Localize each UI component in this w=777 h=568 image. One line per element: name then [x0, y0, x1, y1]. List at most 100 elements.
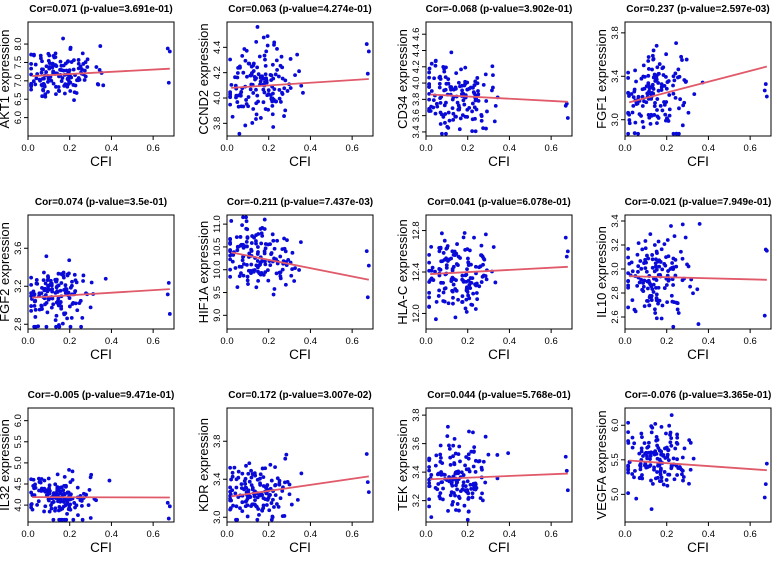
data-point — [675, 457, 679, 462]
data-point — [271, 238, 276, 243]
data-point — [234, 485, 239, 490]
data-point — [257, 54, 262, 59]
data-point — [237, 264, 242, 269]
data-point — [449, 279, 454, 284]
data-point — [443, 120, 447, 125]
plot-frame — [27, 21, 175, 137]
data-point — [441, 115, 446, 119]
data-point — [272, 256, 276, 261]
x-tick-label: 0.6 — [147, 336, 160, 347]
data-point — [463, 306, 468, 311]
data-point — [235, 244, 240, 249]
data-point — [62, 474, 67, 479]
data-point — [261, 484, 266, 488]
data-point — [665, 238, 670, 242]
regression-line — [430, 265, 568, 275]
data-point — [427, 85, 432, 89]
data-point — [673, 446, 678, 451]
data-point — [166, 516, 171, 521]
x-tick-label: 0.0 — [618, 143, 631, 154]
data-point — [667, 113, 672, 118]
data-point — [438, 110, 443, 115]
x-tick-label: 0.6 — [346, 529, 359, 540]
data-point — [61, 500, 66, 504]
data-point — [650, 84, 655, 89]
data-point — [671, 456, 676, 461]
data-point — [655, 437, 660, 442]
data-point — [630, 298, 635, 303]
data-point — [269, 252, 273, 257]
data-point — [632, 87, 637, 92]
data-point — [449, 85, 454, 89]
data-point — [441, 299, 446, 303]
data-point — [476, 98, 481, 103]
data-point — [34, 278, 39, 282]
data-point — [43, 504, 48, 509]
data-point — [33, 307, 38, 312]
data-point — [454, 278, 458, 283]
x-tick-label: 0.2 — [461, 143, 474, 154]
chart-panel-5: Cor=0.074 (p-value=3.5e-01) 0.0 0.2 0.4 0.6 2… — [0, 197, 175, 362]
data-point — [72, 272, 77, 277]
chart-title: Cor=-0.005 (p-value=9.471e-01) — [28, 390, 175, 401]
y-tick-label: 12.0 — [411, 304, 422, 323]
data-point — [669, 443, 674, 448]
data-point — [672, 234, 677, 239]
data-point — [60, 76, 65, 80]
data-point — [464, 310, 469, 314]
data-point — [249, 262, 254, 267]
data-point — [32, 303, 37, 308]
data-point — [42, 509, 46, 514]
data-point — [664, 86, 669, 91]
data-point — [289, 273, 294, 278]
y-tick-label: 9.5 — [212, 286, 223, 299]
data-point — [29, 62, 34, 66]
data-point — [467, 429, 471, 434]
chart-panel-7: Cor=0.041 (p-value=6.078e-01) 0.0 0.2 0.4 0.… — [395, 197, 573, 362]
data-point — [59, 281, 64, 285]
data-point — [655, 97, 660, 101]
data-point — [46, 476, 51, 481]
data-point — [675, 435, 680, 440]
data-point — [278, 270, 283, 275]
data-point — [72, 98, 76, 103]
x-tick-label: 0.4 — [304, 529, 317, 540]
data-point — [290, 250, 295, 255]
regression-line — [628, 65, 768, 104]
data-point — [243, 123, 248, 128]
data-point — [565, 116, 570, 120]
data-point — [451, 295, 455, 300]
data-point — [427, 477, 432, 482]
data-point — [80, 51, 85, 56]
x-tick-label: 0.2 — [63, 143, 76, 154]
data-point — [662, 261, 667, 266]
data-point — [471, 464, 476, 469]
data-point — [450, 267, 455, 271]
data-point — [235, 517, 240, 522]
data-point — [166, 80, 171, 85]
data-point — [50, 61, 55, 66]
data-point — [658, 466, 663, 471]
data-point — [427, 290, 432, 295]
data-point — [251, 91, 256, 95]
data-point — [263, 242, 268, 246]
chart-title: Cor=0.172 (p-value=3.007e-02) — [228, 390, 371, 401]
data-point — [461, 483, 466, 488]
data-point — [671, 265, 676, 270]
data-point — [76, 513, 80, 518]
data-point — [263, 262, 268, 267]
data-point — [661, 65, 666, 70]
data-point — [637, 451, 642, 456]
data-point — [450, 249, 455, 254]
data-point — [68, 45, 73, 50]
data-point — [36, 324, 41, 329]
data-point — [63, 283, 68, 288]
data-point — [673, 71, 678, 76]
y-tick-label: 3.8 — [411, 409, 422, 422]
data-point — [64, 484, 68, 489]
data-point — [35, 503, 39, 507]
data-point — [442, 238, 447, 243]
y-axis-label: AKT1 expression — [0, 30, 12, 129]
data-point — [270, 515, 275, 520]
data-point — [56, 85, 61, 89]
